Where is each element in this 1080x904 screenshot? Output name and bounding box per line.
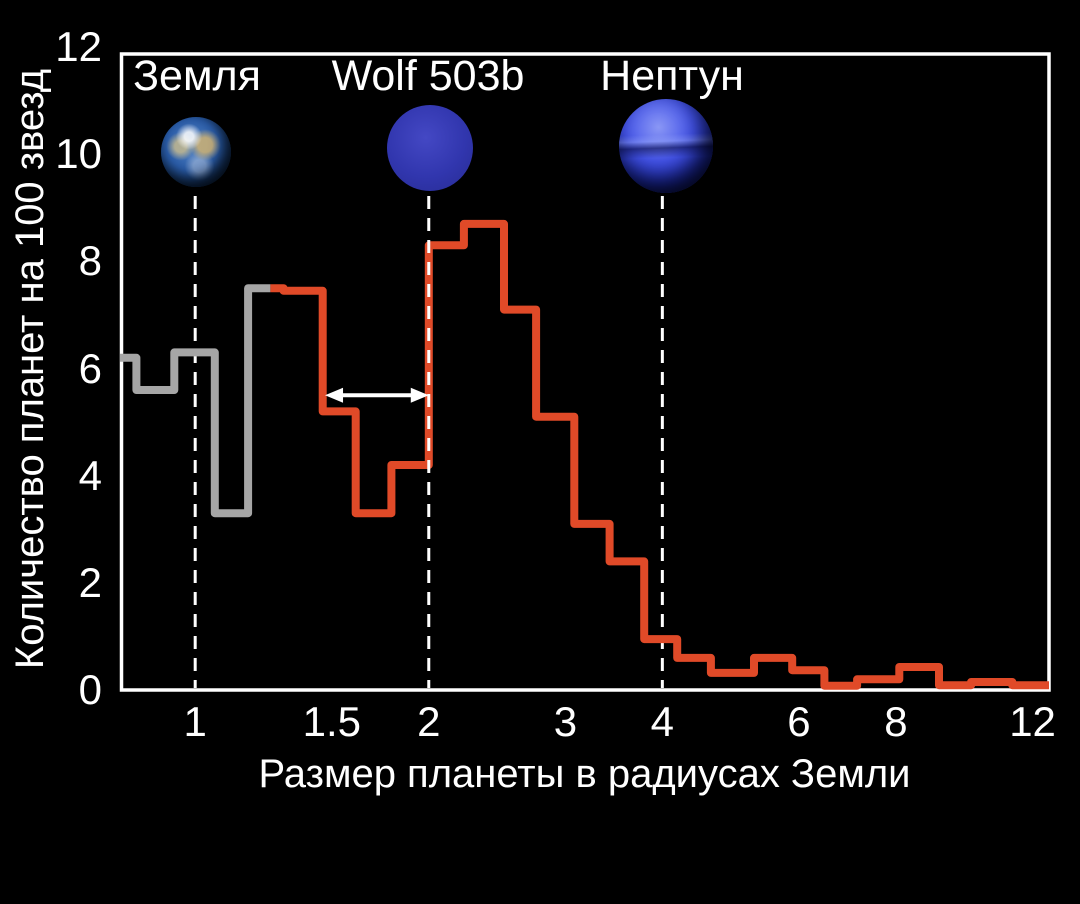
y-tick-label-6: 6 <box>78 344 102 392</box>
earth-image <box>161 117 231 187</box>
x-tick-label-12: 12 <box>1009 698 1056 745</box>
gap-arrow-right-head <box>410 387 429 403</box>
x-tick-label-1.5: 1.5 <box>302 698 362 745</box>
y-tick-label-12: 12 <box>55 23 102 71</box>
y-tick-label-8: 8 <box>78 237 102 285</box>
neptune-image <box>619 99 713 193</box>
histogram-small-planets-line <box>120 284 271 518</box>
x-tick-label-4: 4 <box>650 698 675 745</box>
y-tick-label-4: 4 <box>78 451 102 499</box>
earth-label: Земля <box>133 52 261 100</box>
y-axis-title: Количество планет на 100 звезд <box>8 68 52 670</box>
wolf-503b-image <box>387 105 473 191</box>
x-axis-title: Размер планеты в радиусах Земли <box>258 752 911 796</box>
y-tick-label-0: 0 <box>78 666 102 713</box>
x-tick-label-2: 2 <box>417 698 441 745</box>
y-tick-label-2: 2 <box>78 558 102 606</box>
x-tick-label-3: 3 <box>553 698 578 745</box>
y-tick-label-10: 10 <box>55 130 102 178</box>
wolf-503b-label: Wolf 503b <box>331 52 525 100</box>
x-tick-label-8: 8 <box>884 698 908 745</box>
x-tick-label-6: 6 <box>787 698 811 745</box>
histogram-large-planets-line <box>270 219 1049 690</box>
x-tick-label-1: 1 <box>183 698 207 745</box>
gap-arrow-left-head <box>325 387 344 403</box>
plot-frame <box>119 52 1051 692</box>
neptune-label: Нептун <box>600 52 744 100</box>
